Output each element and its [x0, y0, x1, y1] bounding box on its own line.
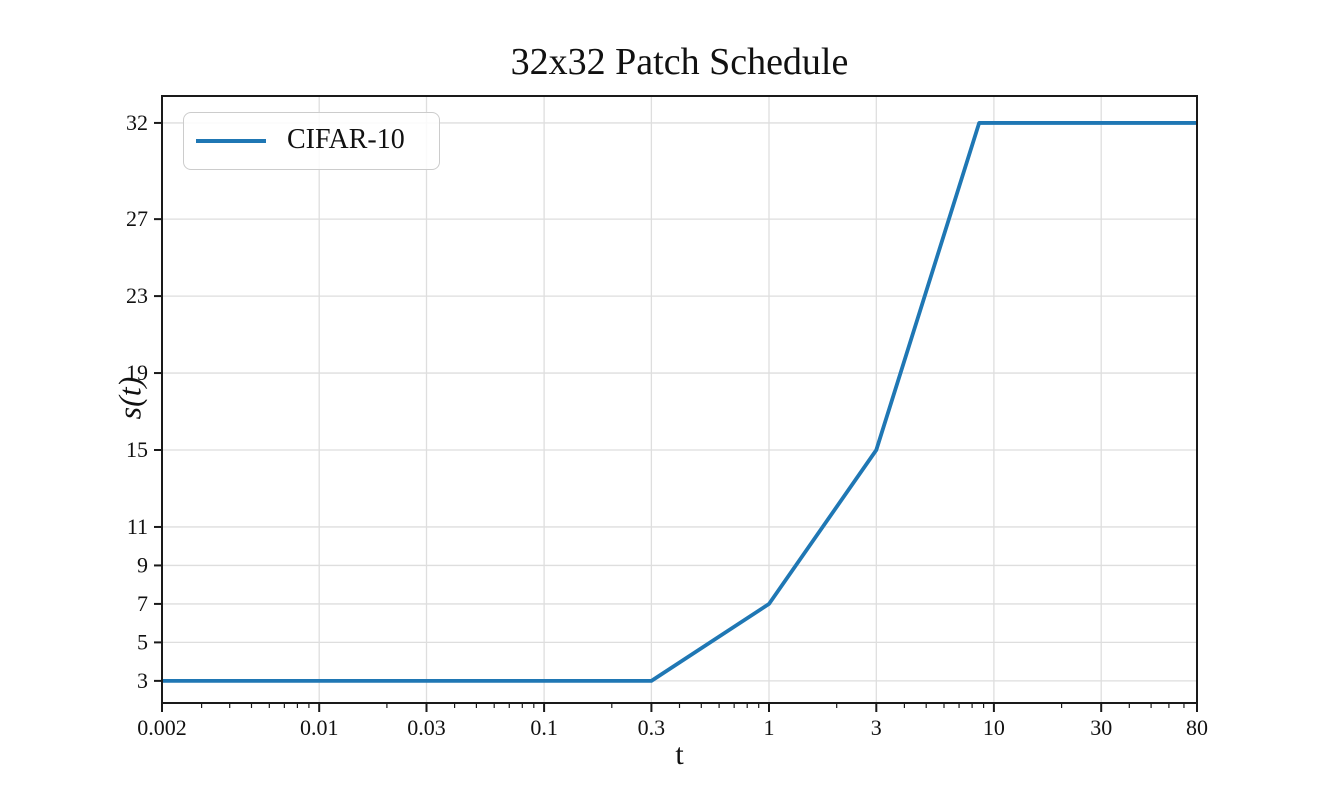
x-tick-labels: 0.002 0.01 0.03 0.1 0.3 1 3 10 30 80: [137, 715, 1208, 740]
y-axis-label: s(t): [111, 376, 148, 420]
y-tick-label: 5: [137, 629, 148, 654]
y-tick-label: 7: [137, 591, 148, 616]
x-tick-label: 30: [1090, 715, 1112, 740]
y-tick-label: 3: [137, 668, 148, 693]
x-tick-label: 80: [1186, 715, 1208, 740]
y-tick-label: 32: [126, 110, 148, 135]
x-tick-label: 3: [871, 715, 882, 740]
x-tick-label: 0.002: [137, 715, 187, 740]
x-tick-label: 0.3: [638, 715, 666, 740]
y-ticks: [154, 121, 162, 682]
x-minor-ticks: [201, 703, 1185, 708]
axes-spines: [161, 95, 1198, 704]
x-axis-label: t: [675, 738, 684, 771]
chart-title: 32x32 Patch Schedule: [510, 41, 849, 83]
legend-line-sample: [196, 138, 266, 144]
series-line-cifar-10: [162, 121, 1197, 683]
x-tick-label: 0.03: [407, 715, 446, 740]
x-tick-label: 0.01: [300, 715, 339, 740]
y-tick-label: 19: [126, 360, 148, 385]
x-tick-label: 10: [983, 715, 1005, 740]
x-ticks: [161, 703, 1198, 712]
y-tick-label: 11: [127, 514, 148, 539]
gridlines: [161, 96, 1198, 703]
y-tick-label: 9: [137, 552, 148, 577]
x-tick-label: 1: [763, 715, 774, 740]
legend-label: CIFAR-10: [287, 123, 405, 155]
x-tick-label: 0.1: [530, 715, 558, 740]
y-tick-label: 23: [126, 283, 148, 308]
legend: CIFAR-10: [183, 112, 440, 170]
y-tick-labels: 3 5 7 9 11 15 19 23 27 32: [126, 110, 148, 693]
y-tick-label: 27: [126, 206, 148, 231]
y-tick-label: 15: [126, 437, 148, 462]
